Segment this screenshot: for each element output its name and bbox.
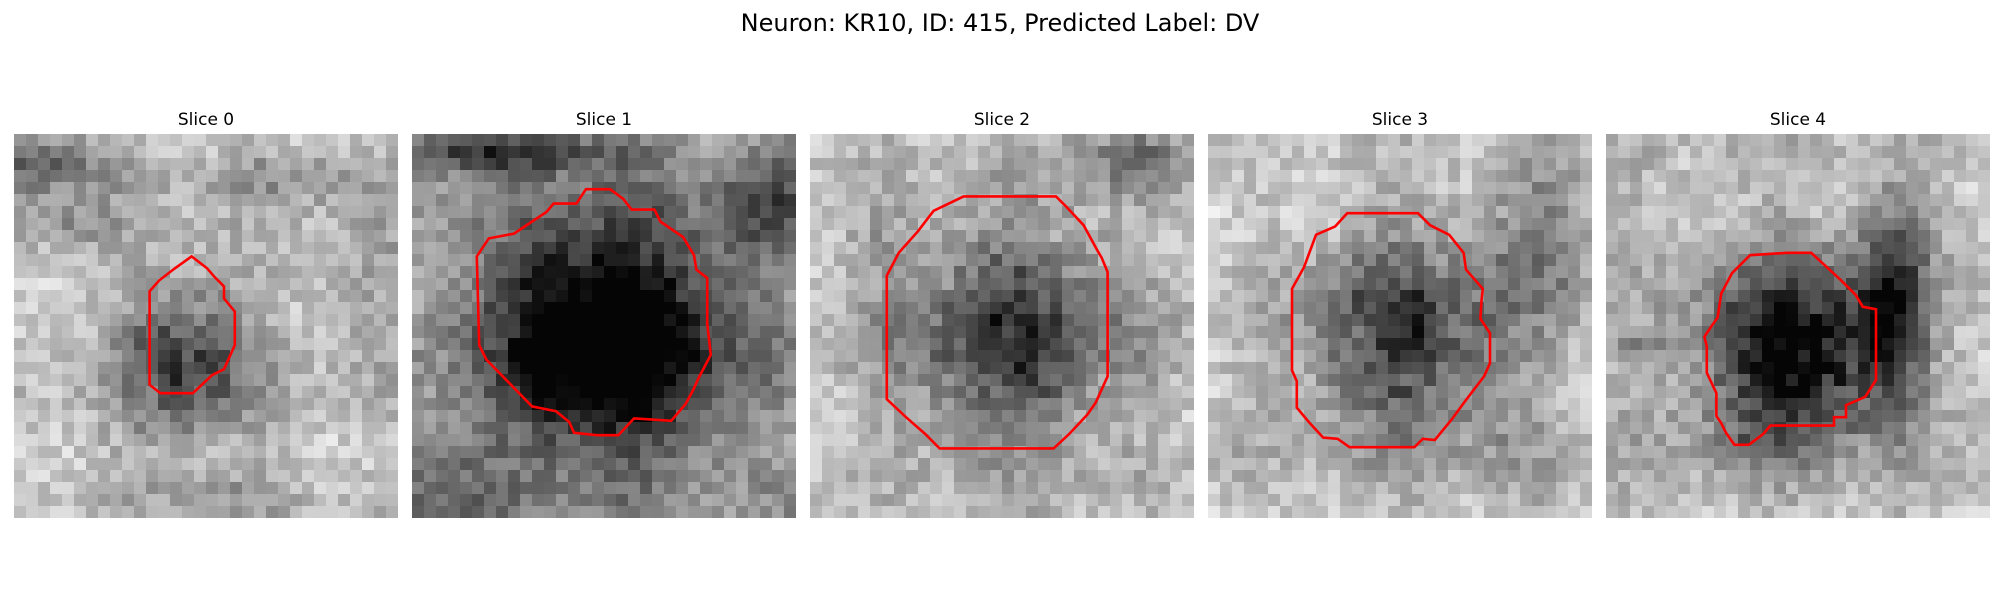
slice-panel-4: Slice 4 xyxy=(1606,110,1990,520)
grayscale-pixel-grid xyxy=(810,134,1194,518)
slice-image-2 xyxy=(810,134,1194,518)
slice-image-0 xyxy=(14,134,398,518)
red-segmentation-outline xyxy=(1702,251,1878,447)
grayscale-pixel-grid xyxy=(1606,134,1990,518)
slice-title-0: Slice 0 xyxy=(177,110,235,130)
grayscale-pixel-grid xyxy=(14,134,398,518)
slice-panel-0: Slice 0 xyxy=(14,110,398,520)
slice-image-3 xyxy=(1208,134,1592,518)
slice-panel-3: Slice 3 xyxy=(1208,110,1592,520)
grayscale-pixel-grid xyxy=(1208,134,1592,518)
red-segmentation-outline xyxy=(885,195,1109,450)
slice-image-1 xyxy=(412,134,796,518)
red-segmentation-outline xyxy=(1290,211,1492,449)
slice-title-2: Slice 2 xyxy=(973,110,1031,130)
red-segmentation-outline xyxy=(475,187,713,437)
slice-image-4 xyxy=(1606,134,1990,518)
red-segmentation-outline xyxy=(148,254,237,395)
figure-title: Neuron: KR10, ID: 415, Predicted Label: … xyxy=(740,9,1260,37)
grayscale-pixel-grid xyxy=(412,134,796,518)
slice-panel-2: Slice 2 xyxy=(810,110,1194,520)
slice-title-4: Slice 4 xyxy=(1769,110,1827,130)
slice-title-1: Slice 1 xyxy=(575,110,633,130)
slice-panel-1: Slice 1 xyxy=(412,110,796,520)
slice-title-3: Slice 3 xyxy=(1371,110,1429,130)
